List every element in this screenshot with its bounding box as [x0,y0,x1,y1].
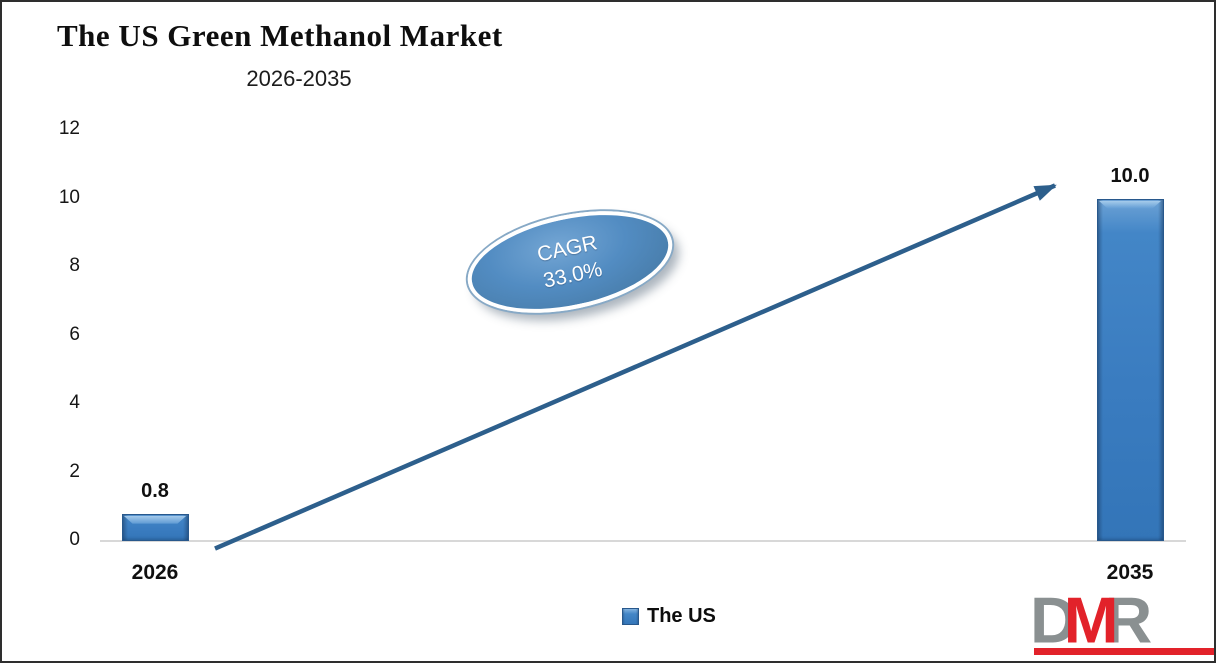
y-axis-tick-label: 4 [69,392,80,413]
dmr-logo: D M R [1030,583,1214,660]
x-axis-category-label: 2026 [131,561,179,584]
x-axis-line [100,540,1186,542]
logo-letter-m: M [1063,583,1119,657]
logo-underline [1034,648,1214,655]
bar-value-label: 10.0 [1110,164,1150,187]
y-axis-tick-label: 8 [69,255,80,276]
legend: The US [622,605,716,628]
logo-letter-d: D [1030,583,1078,657]
chart-subtitle: 2026-2035 [246,66,352,91]
logo-letter-r: R [1104,583,1153,657]
cagr-annotation: CAGR 33.0% [458,194,682,330]
bar-2035 [1096,198,1164,541]
legend-label-the-us: The US [647,605,716,627]
chart-title: The US Green Methanol Market [57,18,503,53]
bar-value-label: 0.8 [141,479,169,502]
x-axis-category-label: 2035 [1106,561,1154,584]
y-axis-tick-label: 10 [58,186,80,208]
y-axis-tick-label: 2 [69,460,80,482]
legend-marker-the-us [622,608,639,625]
y-axis-tick-label: 12 [58,118,80,139]
dmr-logo-letters: D M R [1030,583,1153,657]
y-axis-tick-label: 6 [69,323,80,345]
y-axis-tick-label: 0 [69,529,80,550]
bar-2026 [121,513,189,541]
